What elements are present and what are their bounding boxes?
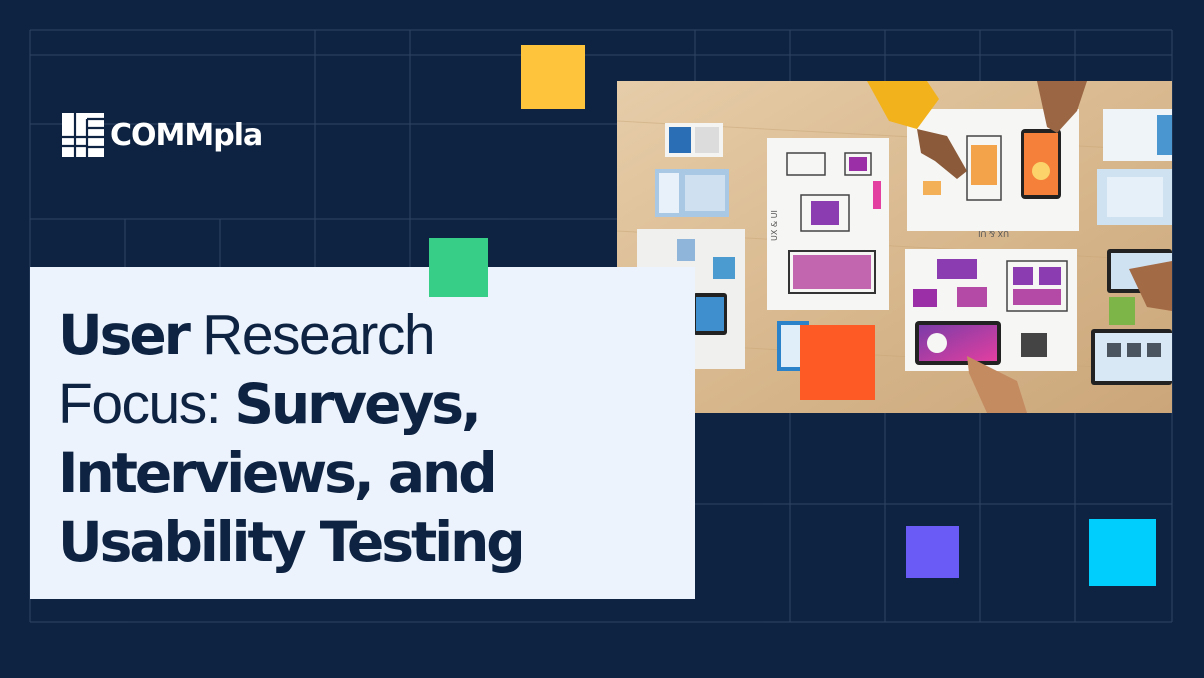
- headline-light-focus: Focus:: [58, 372, 235, 436]
- headline-bold-interviews: Interviews, and: [58, 441, 498, 505]
- sheet-label-1: UX & UI: [770, 210, 779, 241]
- accent-square-green: [429, 238, 488, 297]
- ux-wireframe-sketches-photo: UX & UI UX & UI: [617, 81, 1172, 413]
- commpla-logo-icon: [62, 113, 104, 157]
- headline-card: User Research Focus: Surveys, Interviews, …: [30, 267, 695, 599]
- brand-name: COMMpla: [110, 117, 263, 153]
- accent-square-yellow: [521, 45, 585, 109]
- accent-square-cyan: [1089, 519, 1156, 586]
- accent-square-purple: [906, 526, 959, 578]
- headline-light-research: Research: [187, 303, 435, 367]
- page-title: User Research Focus: Surveys, Interviews, …: [58, 301, 526, 577]
- headline-bold-user: User: [58, 303, 191, 367]
- accent-square-orange: [800, 325, 875, 400]
- headline-bold-surveys: Surveys,: [234, 372, 482, 436]
- headline-bold-usability: Usability Testing: [58, 510, 526, 574]
- sheet-label-2: UX & UI: [978, 229, 1009, 238]
- brand-logo: COMMpla: [62, 113, 263, 157]
